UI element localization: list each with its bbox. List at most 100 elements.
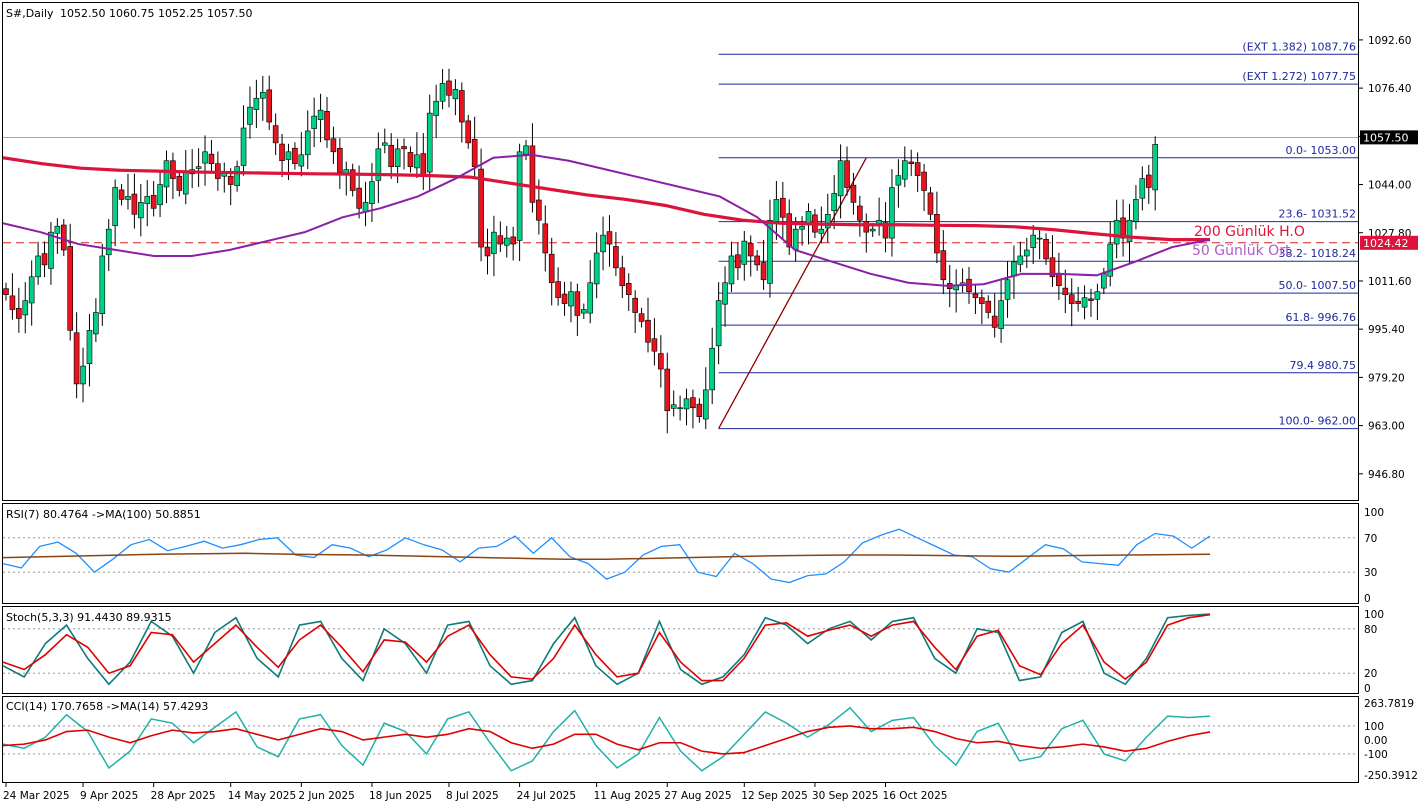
candle-body bbox=[722, 282, 728, 305]
candle-body bbox=[1139, 178, 1146, 199]
candle-body bbox=[426, 112, 433, 173]
candle-body bbox=[767, 219, 773, 284]
candle-body bbox=[869, 228, 876, 232]
price-panel: 1092.601076.401060.201044.001027.801011.… bbox=[2, 35, 1418, 481]
candle-body bbox=[901, 160, 908, 180]
time-axis-label: 24 Jul 2025 bbox=[517, 790, 576, 802]
candle-body bbox=[401, 146, 407, 150]
candle-body bbox=[574, 291, 581, 316]
candle-body bbox=[388, 144, 395, 167]
candle-body bbox=[895, 175, 902, 186]
candle-body bbox=[446, 80, 452, 96]
candle-body bbox=[324, 111, 330, 141]
time-axis-label: 18 Jun 2025 bbox=[369, 790, 432, 802]
candle-body bbox=[850, 184, 857, 203]
fib-level-label: (EXT 1.272) 1077.75 bbox=[1242, 70, 1356, 83]
candle-body bbox=[9, 295, 16, 310]
time-axis-label: 16 Oct 2025 bbox=[883, 790, 948, 802]
rsi-panel: 100 70 30 0 bbox=[2, 507, 1384, 605]
time-axis-label: 2 Jun 2025 bbox=[298, 790, 354, 802]
candle-body bbox=[754, 255, 760, 266]
candle-body bbox=[857, 205, 863, 221]
rsi-axis-label: 70 bbox=[1364, 533, 1377, 545]
fib-level-label: (EXT 1.382) 1087.76 bbox=[1242, 40, 1356, 53]
candle-body bbox=[292, 147, 298, 165]
candle-body bbox=[491, 231, 497, 254]
reference-price-tag: 1024.42 bbox=[1363, 237, 1409, 250]
candle-body bbox=[985, 300, 992, 313]
candle-body bbox=[1120, 217, 1126, 239]
price-axis-label: 1076.40 bbox=[1368, 83, 1411, 95]
candle-body bbox=[41, 253, 48, 266]
candle-body bbox=[478, 168, 484, 248]
candle-body bbox=[118, 189, 125, 200]
stoch-panel-frame bbox=[2, 606, 1359, 694]
candle-body bbox=[16, 308, 22, 319]
rsi-axis-label: 30 bbox=[1364, 567, 1377, 579]
fib-level-label: 61.8- 996.76 bbox=[1286, 311, 1356, 324]
candle-body bbox=[1152, 144, 1158, 191]
candle-body bbox=[542, 223, 549, 254]
cci-panel-frame bbox=[2, 696, 1359, 783]
candle-body bbox=[940, 250, 947, 281]
fib-level-label: 23.6- 1031.52 bbox=[1279, 208, 1356, 221]
candle-body bbox=[182, 172, 189, 195]
candle-body bbox=[741, 240, 748, 265]
candle-body bbox=[555, 281, 561, 298]
stoch-series-line bbox=[2, 613, 1211, 682]
candle-body bbox=[991, 315, 998, 328]
cci-panel: 263.7819 100 0.00 -100 -250.3912 bbox=[2, 698, 1418, 782]
candle-body bbox=[664, 368, 671, 412]
candle-body bbox=[792, 228, 799, 250]
candle-body bbox=[240, 127, 247, 166]
candle-body bbox=[35, 255, 41, 278]
candle-body bbox=[658, 353, 664, 370]
candle-body bbox=[510, 236, 516, 245]
fib-level-label: 38.2- 1018.24 bbox=[1279, 247, 1356, 260]
candle-body bbox=[516, 151, 523, 241]
time-axis-label: 24 Mar 2025 bbox=[3, 790, 70, 802]
candle-body bbox=[330, 138, 337, 153]
candle-body bbox=[1043, 238, 1049, 260]
candle-body bbox=[266, 89, 273, 123]
candle-body bbox=[1088, 298, 1094, 301]
candle-body bbox=[298, 154, 305, 167]
time-axis-label: 12 Sep 2025 bbox=[741, 790, 808, 802]
candle-body bbox=[163, 160, 170, 188]
fib-swing-line bbox=[718, 157, 867, 429]
candle-body bbox=[125, 196, 131, 200]
candle-body bbox=[176, 175, 183, 191]
candle-body bbox=[1107, 243, 1114, 277]
candle-body bbox=[80, 365, 86, 385]
cci-axis-label: -250.3912 bbox=[1364, 770, 1418, 782]
candle-body bbox=[484, 246, 491, 257]
time-axis-label: 28 Apr 2025 bbox=[151, 790, 216, 802]
ma50-line bbox=[2, 153, 1211, 287]
candle-body bbox=[799, 225, 805, 230]
candle-body bbox=[1133, 199, 1139, 222]
candle-body bbox=[979, 297, 985, 304]
candle-body bbox=[702, 389, 709, 420]
candle-body bbox=[131, 193, 138, 215]
candle-body bbox=[73, 332, 80, 385]
ma200-line bbox=[2, 156, 1210, 242]
candle-body bbox=[889, 187, 895, 239]
time-axis-label: 14 May 2025 bbox=[228, 790, 296, 802]
candle-body bbox=[760, 262, 767, 281]
candle-body bbox=[349, 169, 356, 191]
candle-body bbox=[690, 397, 696, 409]
candle-body bbox=[1075, 300, 1081, 304]
current-price-tag: 1057.50 bbox=[1363, 131, 1409, 144]
candle-body bbox=[606, 231, 613, 245]
stoch-axis-label: 100 bbox=[1364, 609, 1384, 621]
candle-body bbox=[818, 228, 825, 234]
fib-level-label: 50.0- 1007.50 bbox=[1279, 279, 1356, 292]
candle-body bbox=[272, 125, 279, 144]
candle-body bbox=[677, 407, 683, 410]
candle-body bbox=[1145, 174, 1152, 188]
candle-body bbox=[600, 234, 606, 253]
candle-body bbox=[1049, 257, 1056, 278]
time-axis-label: 30 Sep 2025 bbox=[812, 790, 879, 802]
fib-level-label: 100.0- 962.00 bbox=[1279, 415, 1356, 428]
candle-body bbox=[638, 313, 645, 322]
